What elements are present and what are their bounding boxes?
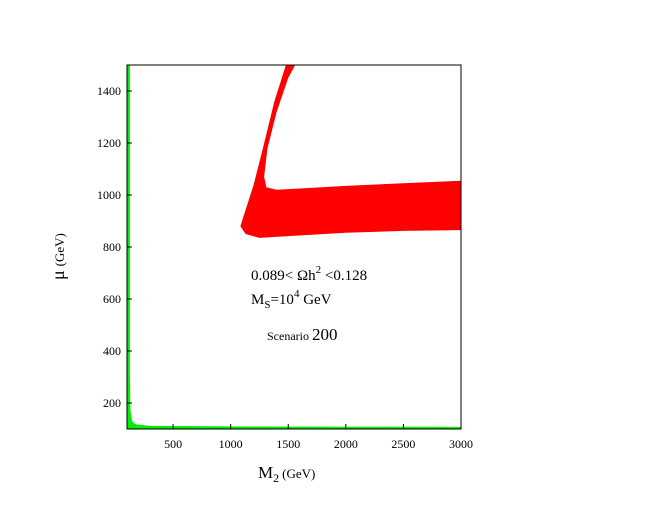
red-allowed-region <box>240 65 461 238</box>
x-axis-label-main: M <box>258 463 273 482</box>
y-tick-label: 1200 <box>97 136 121 150</box>
x-tick-label: 2500 <box>391 437 415 451</box>
x-axis-label: M2 (GeV) <box>258 463 315 485</box>
y-tick-label: 400 <box>103 344 121 358</box>
x-tick-label: 2000 <box>334 437 358 451</box>
regions-layer <box>127 65 461 429</box>
ticks-layer: 500 1000 1500 2000 2500 3000 200 400 600 800 1000 1… <box>97 84 473 451</box>
y-tick-label: 200 <box>103 396 121 410</box>
x-tick-label: 1500 <box>276 437 300 451</box>
y-tick-label: 800 <box>103 240 121 254</box>
x-tick-label: 3000 <box>449 437 473 451</box>
y-tick-label: 1000 <box>97 188 121 202</box>
x-axis-label-sub: 2 <box>273 471 279 485</box>
plot-frame <box>126 64 462 430</box>
y-axis-label: μ (GeV) <box>48 233 68 280</box>
annotation-omega-range: 0.089< Ωh2 <0.128 <box>251 264 367 284</box>
y-tick-label: 600 <box>103 292 121 306</box>
x-axis-label-unit: (GeV) <box>282 466 315 481</box>
x-tick-label: 500 <box>164 437 182 451</box>
x-tick-label: 1000 <box>219 437 243 451</box>
annotation-scenario: Scenario 200 <box>267 325 337 344</box>
annotation-ms: MS=104 GeV <box>251 288 332 311</box>
green-allowed-region <box>127 65 461 429</box>
y-axis-label-unit: (GeV) <box>52 233 67 266</box>
y-tick-label: 1400 <box>97 84 121 98</box>
y-axis-label-main: μ <box>48 270 68 280</box>
